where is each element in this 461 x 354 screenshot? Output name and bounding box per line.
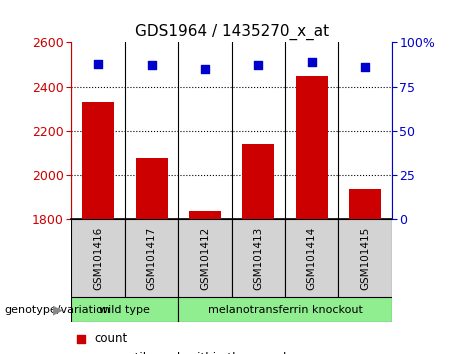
Point xyxy=(361,64,369,70)
Text: count: count xyxy=(94,332,127,345)
Text: GSM101416: GSM101416 xyxy=(93,227,103,290)
Point xyxy=(77,336,85,341)
Text: wild type: wild type xyxy=(100,305,150,315)
Bar xyxy=(71,219,125,297)
Text: GSM101414: GSM101414 xyxy=(307,227,317,290)
Text: ▶: ▶ xyxy=(53,303,62,316)
Bar xyxy=(82,102,114,219)
Point xyxy=(308,59,315,65)
Text: genotype/variation: genotype/variation xyxy=(5,305,111,315)
Bar xyxy=(136,158,167,219)
Text: percentile rank within the sample: percentile rank within the sample xyxy=(94,352,294,354)
Title: GDS1964 / 1435270_x_at: GDS1964 / 1435270_x_at xyxy=(135,23,329,40)
Point xyxy=(95,61,102,67)
Bar xyxy=(71,297,178,322)
Bar xyxy=(178,297,392,322)
Text: GSM101413: GSM101413 xyxy=(254,227,263,290)
Bar xyxy=(338,219,392,297)
Point xyxy=(148,63,155,68)
Text: melanotransferrin knockout: melanotransferrin knockout xyxy=(207,305,362,315)
Bar xyxy=(189,211,221,219)
Point xyxy=(254,63,262,68)
Bar xyxy=(349,188,381,219)
Text: GSM101412: GSM101412 xyxy=(200,227,210,290)
Bar xyxy=(231,219,285,297)
Bar xyxy=(242,144,274,219)
Bar xyxy=(285,219,338,297)
Bar xyxy=(178,219,231,297)
Text: GSM101415: GSM101415 xyxy=(360,227,370,290)
Bar xyxy=(125,219,178,297)
Text: GSM101417: GSM101417 xyxy=(147,227,157,290)
Point xyxy=(201,66,209,72)
Bar xyxy=(296,76,328,219)
